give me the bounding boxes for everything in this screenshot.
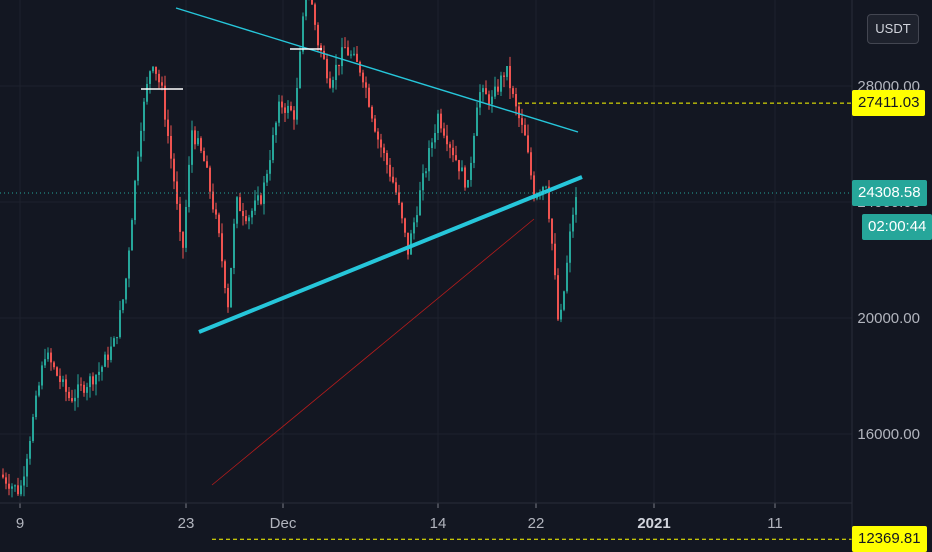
level-high-price-label: 27411.03 bbox=[852, 90, 925, 116]
x-tick-label: 22 bbox=[528, 515, 545, 532]
candle bbox=[311, 0, 313, 5]
candle bbox=[230, 268, 232, 308]
candle bbox=[200, 136, 202, 153]
x-tick-label: 11 bbox=[767, 515, 783, 532]
y-tick-label: 20000.00 bbox=[857, 310, 920, 327]
y-tick-label: 16000.00 bbox=[857, 426, 920, 443]
candle bbox=[473, 133, 475, 168]
candle bbox=[32, 414, 34, 443]
candle bbox=[134, 180, 136, 225]
x-tick-label: 23 bbox=[178, 515, 195, 532]
candle bbox=[557, 268, 559, 321]
bar-countdown-label: 02:00:44 bbox=[862, 214, 932, 240]
candle bbox=[563, 291, 565, 312]
candle bbox=[464, 165, 466, 190]
candle bbox=[299, 47, 301, 89]
candle bbox=[467, 180, 469, 188]
level-low-price-label: 12369.81 bbox=[852, 526, 927, 552]
last-price-label: 24308.58 bbox=[852, 180, 927, 206]
candle bbox=[410, 230, 412, 255]
x-tick-label: Dec bbox=[270, 515, 297, 532]
x-tick-label: 9 bbox=[16, 515, 24, 532]
candle bbox=[131, 218, 133, 250]
currency-button[interactable]: USDT bbox=[867, 14, 919, 44]
x-tick-label: 2021 bbox=[637, 515, 670, 532]
candle bbox=[236, 196, 238, 228]
candle bbox=[41, 362, 43, 390]
candle bbox=[56, 366, 58, 376]
x-tick-label: 14 bbox=[430, 515, 447, 532]
candle bbox=[185, 200, 187, 252]
candle bbox=[233, 219, 235, 274]
